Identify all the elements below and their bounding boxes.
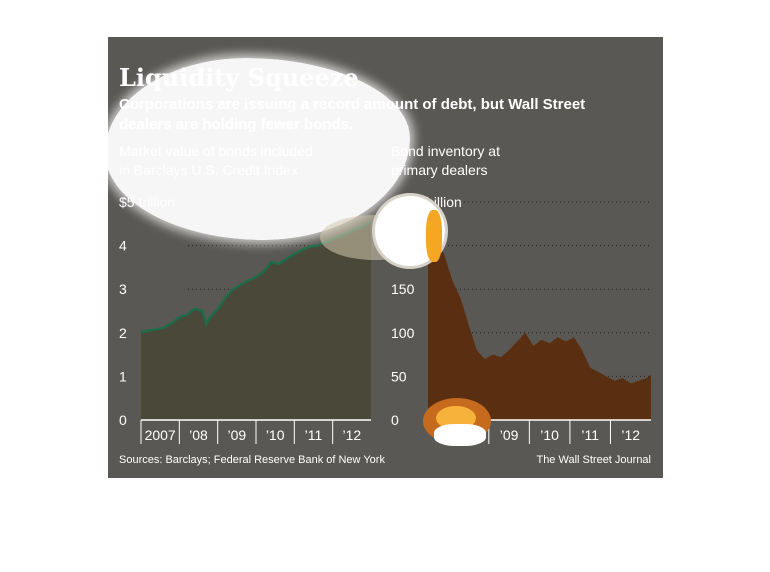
x-tick-label: ’10 [540,427,559,443]
series-area [428,223,651,420]
x-tick-label: ’10 [266,427,285,443]
x-tick-label: ’11 [581,427,599,443]
highlight-2008-label-bg [434,424,486,446]
right-chart-title-line-2: primary dealers [391,162,487,178]
y-tick-label: 100 [391,325,415,341]
left-x-axis: 2007 ’08 ’09 ’10 ’11 ’12 [140,419,371,444]
right-plot [428,223,651,420]
series-area [141,221,371,420]
y-tick-label: 4 [119,238,127,254]
y-tick-label: 1 [119,368,127,384]
x-tick-label: ’12 [621,427,640,443]
y-tick-label: 0 [119,412,127,428]
right-chart-title-line-1: Bond inventory at [391,143,500,159]
x-tick-label: ’08 [189,427,208,443]
x-tick-label: ’09 [227,427,246,443]
y-tick-label: 3 [119,281,127,297]
y-tick-label: 0 [391,412,399,428]
y-tick-label: 150 [391,281,415,297]
x-tick-label: 2007 [145,427,176,443]
source-note: Sources: Barclays; Federal Reserve Bank … [119,454,385,466]
highlight-title-blob [105,58,410,240]
y-tick-label: 50 [391,368,407,384]
highlight-peak-core [426,210,442,262]
x-tick-label: ’12 [342,427,361,443]
credit-note: The Wall Street Journal [536,454,651,466]
y-tick-label: 2 [119,325,127,341]
x-tick-label: ’09 [500,427,519,443]
x-tick-label: ’11 [305,427,323,443]
